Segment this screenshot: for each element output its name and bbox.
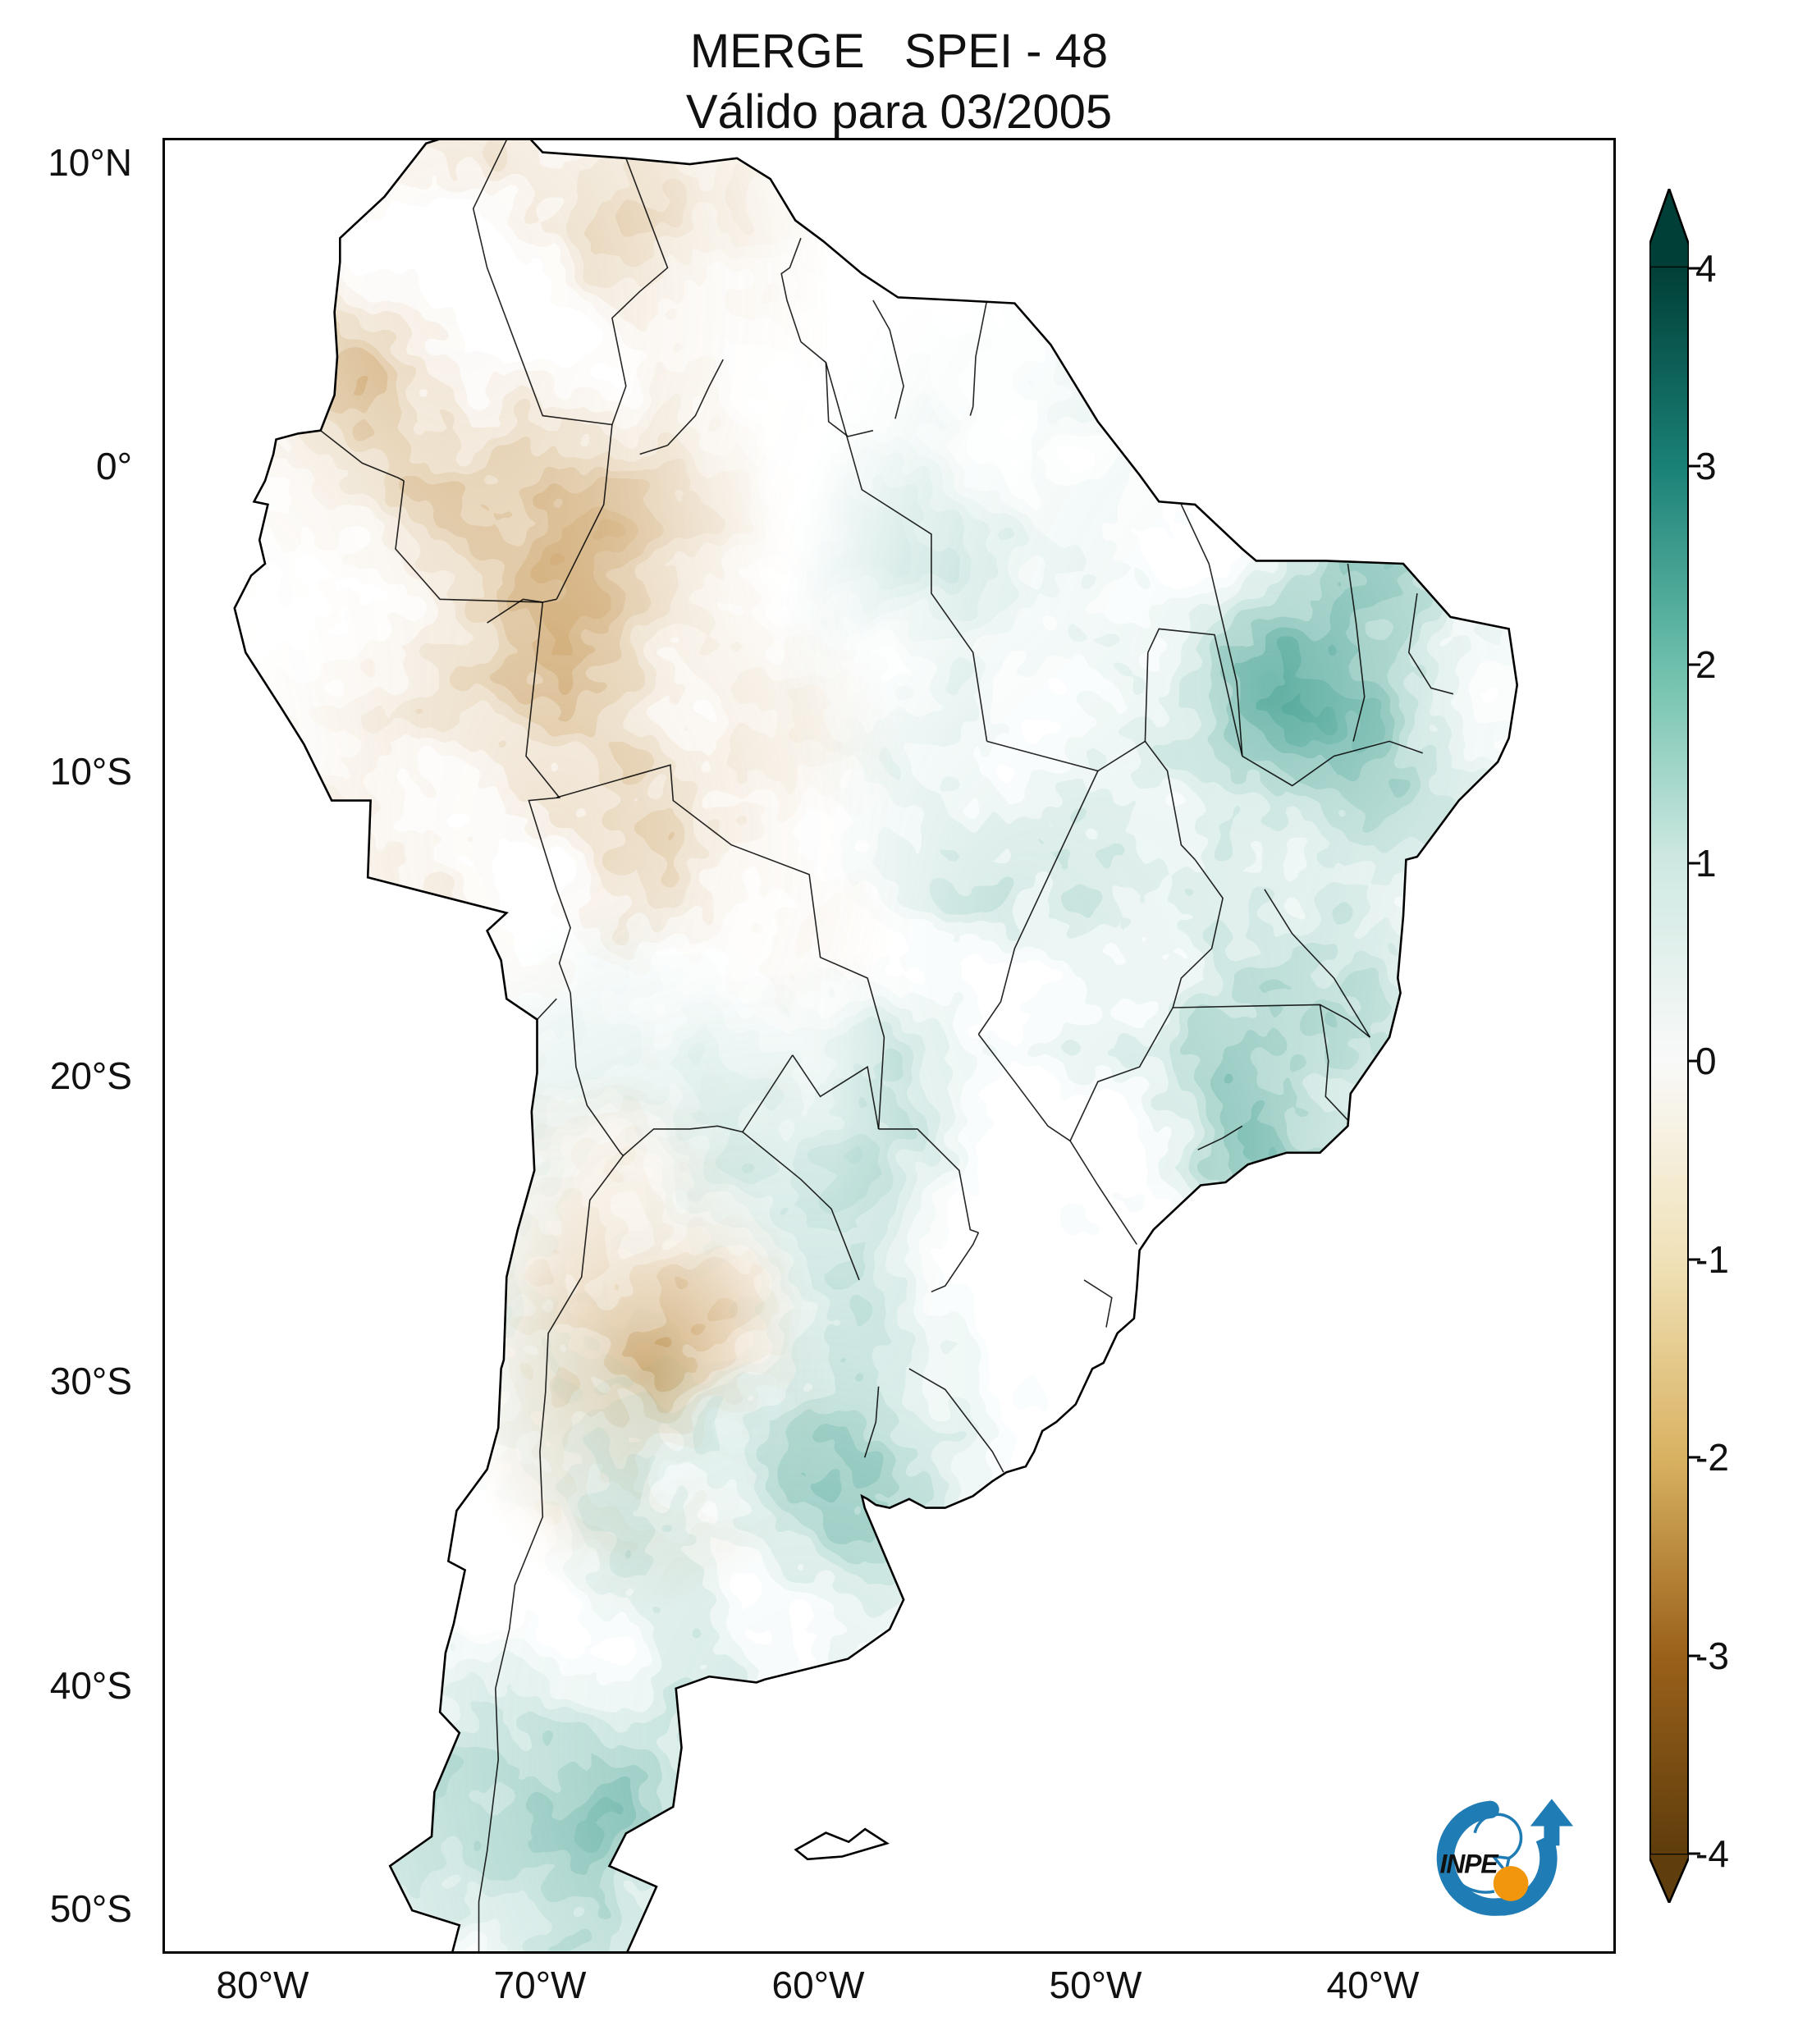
svg-text:INPE: INPE	[1439, 1849, 1499, 1878]
